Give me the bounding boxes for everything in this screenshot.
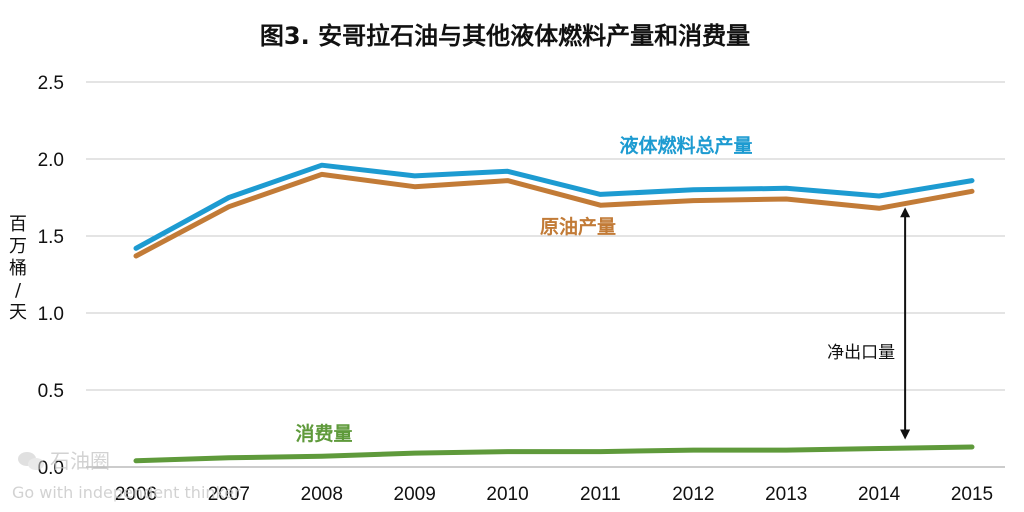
x-tick-label: 2010 [486,484,528,505]
y-tick-label: 1.0 [38,304,64,325]
y-tick-label: 1.5 [38,227,64,248]
x-tick-label: 2008 [301,484,343,505]
x-tick-label: 2007 [208,484,250,505]
watermark: 石油圈 Go with independent thinker [12,449,241,502]
series-label-consumption: 消费量 [295,422,352,445]
watermark-brand: 石油圈 [50,449,110,473]
x-tick-label: 2006 [115,484,157,505]
annotations: 净出口量 [827,207,911,440]
series-lines [133,162,975,464]
x-tick-label: 2012 [672,484,714,505]
x-tick-label: 2014 [858,484,901,505]
x-tick-label: 2015 [951,484,993,505]
y-tick-label: 0.0 [38,458,64,479]
x-axis-ticks: 2006 2007 2008 2009 2010 2011 2012 2013 2014 2015 [115,484,993,505]
x-tick-label: 2011 [580,484,621,505]
wechat-icon [18,452,44,470]
net-export-label: 净出口量 [827,343,895,363]
y-axis-label: 百万桶/天 [9,214,27,323]
chart-title: 图3. 安哥拉石油与其他液体燃料产量和消费量 [260,22,750,50]
y-tick-label: 0.5 [38,381,64,402]
x-tick-label: 2013 [765,484,807,505]
watermark-tagline: Go with independent thinker [12,483,241,502]
y-tick-label: 2.5 [38,73,64,94]
series-line-consumption [133,444,975,464]
y-tick-label: 2.0 [38,150,64,171]
x-tick-label: 2009 [394,484,436,505]
series-line-crude-oil [133,171,975,259]
series-label-total-liquids: 液体燃料总产量 [619,134,752,157]
series-label-crude-oil: 原油产量 [540,215,616,238]
series-line-total-liquids [133,162,975,251]
gridlines [86,81,1005,468]
y-axis-ticks: 0.0 0.5 1.0 1.5 2.0 2.5 [38,73,64,479]
